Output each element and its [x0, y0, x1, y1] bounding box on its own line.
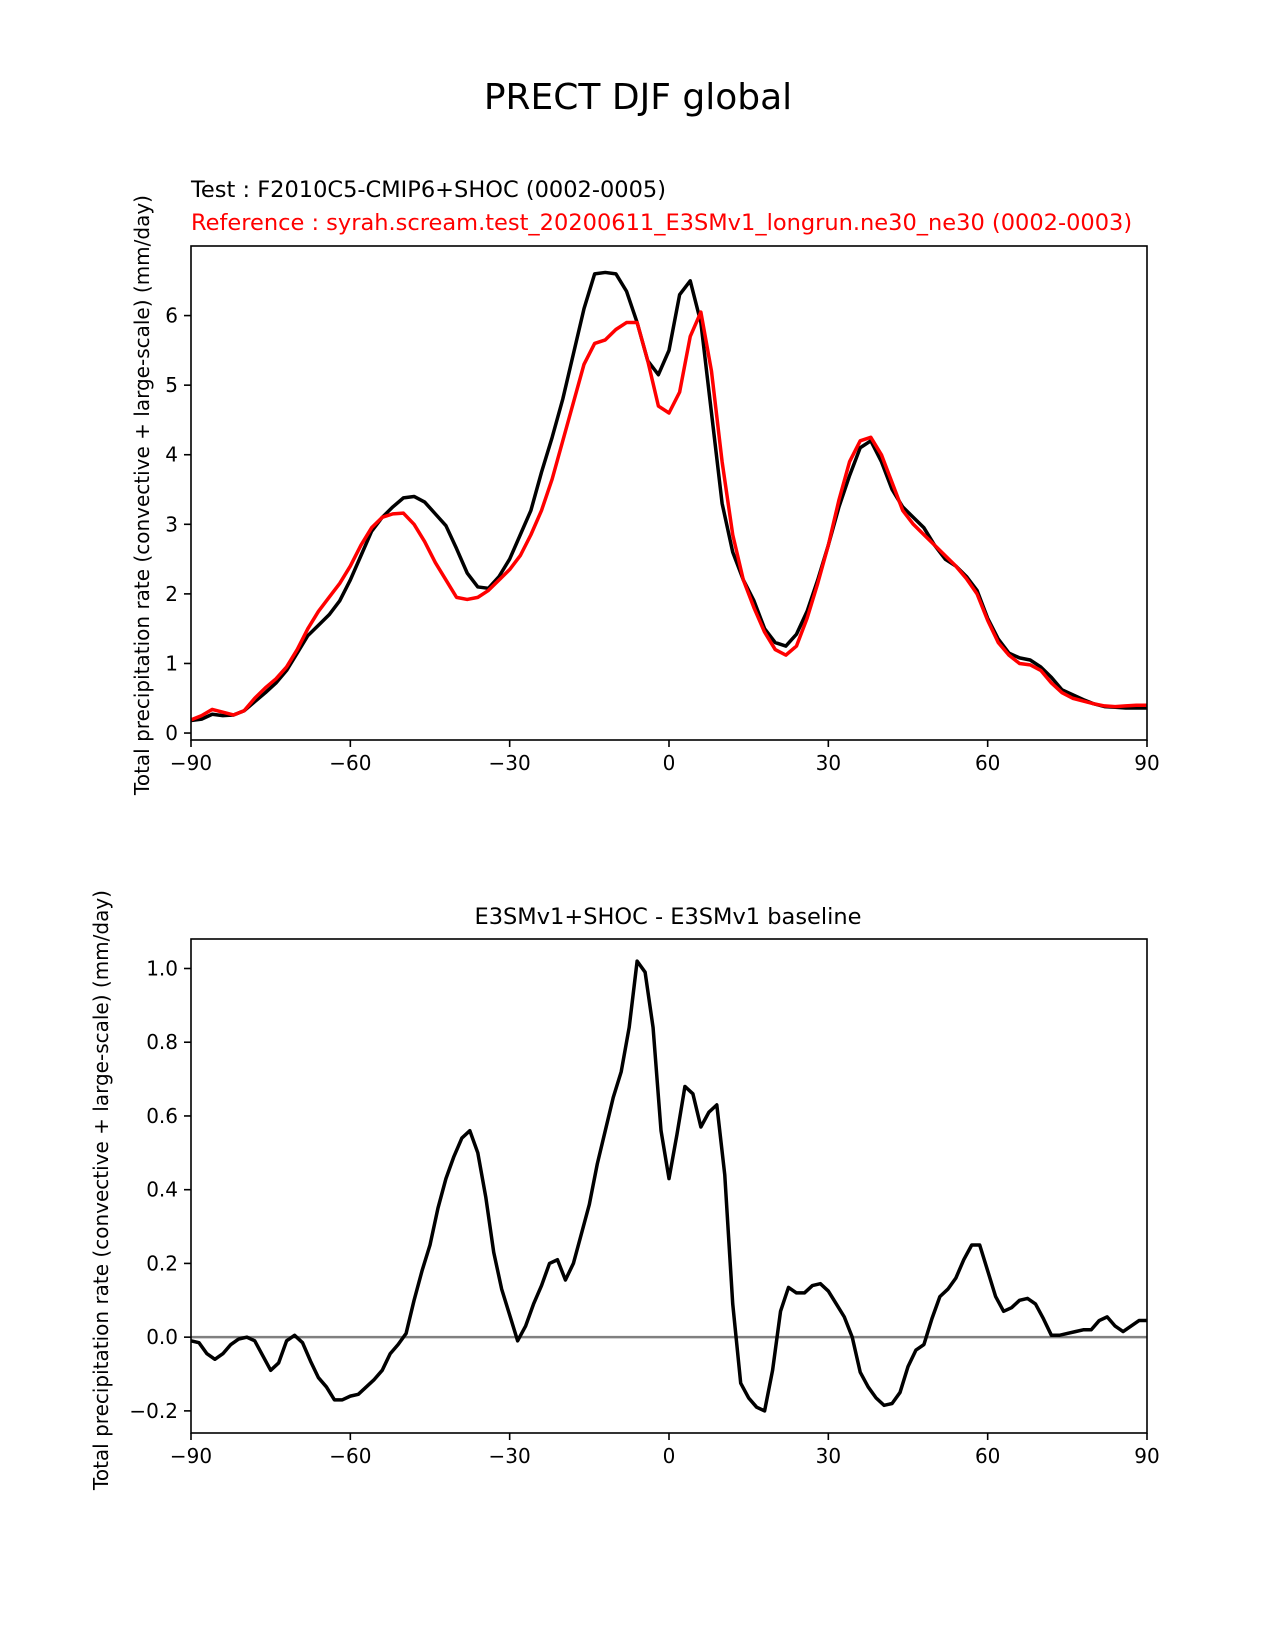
reference-label: Reference : syrah.scream.test_20200611_E…	[191, 210, 1132, 236]
bottom-plot-area: −90 −60 −30 0 30 60 90 −0.2 0.0 0.2 0.4 0.6 0.8 1.0	[129, 938, 1160, 1468]
top-panel: Test : F2010C5-CMIP6+SHOC (0002-0005) Re…	[130, 177, 1160, 796]
top-x-tick-label: 60	[975, 751, 1000, 775]
bottom-x-tick-label: 30	[816, 1444, 841, 1468]
top-series-reference-line	[190, 310, 1147, 722]
bottom-x-tick-label: 90	[1134, 1444, 1159, 1468]
top-x-tick-label: −90	[170, 751, 212, 775]
bottom-y-tick-label: 0.2	[146, 1251, 178, 1275]
test-label: Test : F2010C5-CMIP6+SHOC (0002-0005)	[190, 177, 666, 203]
top-y-tick-label: 3	[165, 512, 178, 536]
figure-title: PRECT DJF global	[484, 77, 792, 118]
bottom-plot-title: E3SMv1+SHOC - E3SMv1 baseline	[474, 904, 861, 930]
top-y-tick-label: 4	[165, 443, 178, 467]
top-y-axis-label: Total precipitation rate (convective + l…	[130, 195, 154, 796]
top-plot-area: −90 −60 −30 0 30 60 90 0 1 2 3 4 5 6	[165, 245, 1160, 775]
bottom-y-tick-label: −0.2	[129, 1399, 178, 1423]
bottom-y-tick-label: 0.6	[146, 1104, 178, 1128]
top-x-tick-label: 90	[1134, 751, 1159, 775]
top-x-tick-label: −30	[489, 751, 531, 775]
bottom-y-tick-label: 0.0	[146, 1325, 178, 1349]
top-y-tick-label: 5	[165, 373, 178, 397]
top-x-tick-label: −60	[329, 751, 371, 775]
top-y-tick-label: 2	[165, 582, 178, 606]
bottom-x-tick-label: −60	[329, 1444, 371, 1468]
bottom-y-tick-label: 1.0	[146, 956, 178, 980]
bottom-series-difference-line	[190, 959, 1147, 1413]
bottom-x-tick-label: 60	[975, 1444, 1000, 1468]
top-y-tick-label: 0	[165, 721, 178, 745]
top-x-tick-label: 0	[663, 751, 676, 775]
bottom-x-tick-label: −30	[489, 1444, 531, 1468]
bottom-x-tick-label: 0	[663, 1444, 676, 1468]
bottom-x-tick-label: −90	[170, 1444, 212, 1468]
top-y-tick-label: 6	[165, 304, 178, 328]
bottom-panel: E3SMv1+SHOC - E3SMv1 baseline Total prec…	[89, 890, 1160, 1491]
top-y-tick-label: 1	[165, 651, 178, 675]
bottom-y-tick-label: 0.4	[146, 1178, 178, 1202]
bottom-y-tick-label: 0.8	[146, 1030, 178, 1054]
top-x-tick-label: 30	[816, 751, 841, 775]
bottom-y-axis-label: Total precipitation rate (convective + l…	[89, 890, 113, 1491]
